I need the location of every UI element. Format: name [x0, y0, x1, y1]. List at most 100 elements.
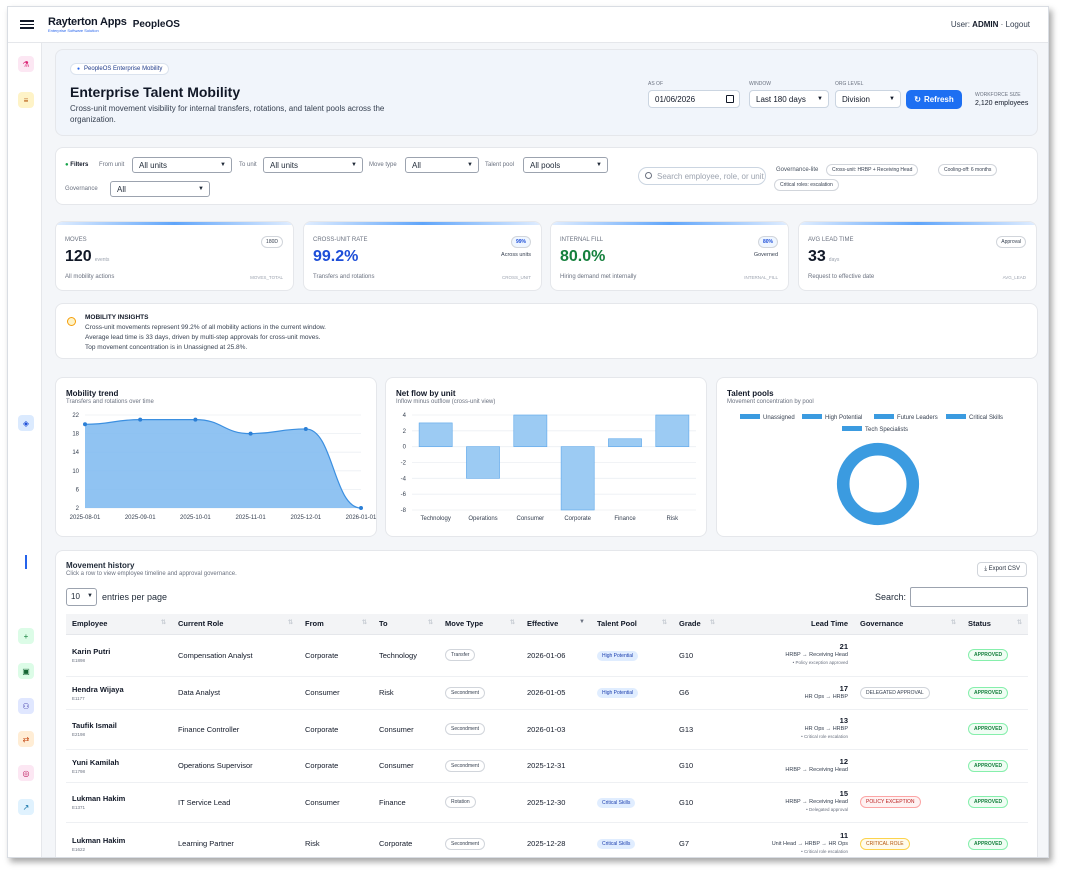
badge-icon[interactable]: ▣	[18, 663, 34, 679]
from-cell: Corporate	[299, 634, 373, 677]
col-from[interactable]: From ⇅	[299, 614, 373, 635]
table-row[interactable]: Karin Putri E1898 Compensation Analyst Corp…	[66, 634, 1028, 677]
legend-swatch	[874, 414, 894, 419]
table-search-input[interactable]	[910, 587, 1028, 607]
approval-note: • Critical role escalation	[801, 734, 848, 739]
grade-cell: G6	[673, 676, 721, 710]
to-cell: Finance	[373, 782, 439, 823]
sidebar: ⚗ ≡ ◈ + ▣ ⚇ ⇄ ◎ ↗	[8, 43, 42, 857]
net-flow-bar[interactable]	[466, 446, 500, 479]
trend-point[interactable]	[248, 431, 253, 436]
share-icon[interactable]: ⇄	[18, 731, 34, 747]
menu-icon[interactable]	[20, 20, 34, 29]
layers-icon[interactable]: ◈	[18, 415, 34, 431]
lightbulb-icon	[67, 317, 76, 326]
net-flow-bar[interactable]	[608, 438, 642, 447]
from-unit-select[interactable]: All units ▼	[132, 157, 232, 173]
y-tick-label: -2	[401, 461, 407, 467]
approval-route: HR Ops → HRBP	[804, 726, 848, 732]
move-type-cell: Rotation	[439, 782, 521, 823]
governance-cell	[854, 749, 962, 783]
target-icon[interactable]: ◎	[18, 765, 34, 781]
brand-logo[interactable]: Rayterton Apps Enterprise Software Solut…	[48, 16, 127, 33]
net-flow-bar[interactable]	[560, 446, 595, 511]
legend-label[interactable]: Critical Skills	[969, 415, 1003, 421]
as-of-date-input[interactable]: 01/06/2026	[648, 90, 740, 108]
org-level-select[interactable]: Division ▼	[835, 90, 901, 108]
net-flow-bar[interactable]	[418, 422, 453, 447]
entries-select[interactable]: 10 ▼	[66, 588, 97, 606]
table-row[interactable]: Lukman Hakim E1622 Learning Partner Risk Cor…	[66, 822, 1028, 857]
window-select[interactable]: Last 180 days ▼	[749, 90, 829, 108]
trend-point[interactable]	[303, 426, 308, 431]
effective-cell: 2026-01-05	[521, 676, 591, 710]
grade-cell: G10	[673, 634, 721, 677]
legend-label[interactable]: Unassigned	[763, 415, 795, 421]
trend-point[interactable]	[83, 422, 87, 427]
col-status[interactable]: Status ⇅	[962, 614, 1028, 635]
table-row[interactable]: Taufik Ismail E2198 Finance Controller Corp…	[66, 709, 1028, 750]
table-row[interactable]: Hendra Wijaya E1177 Data Analyst Consumer Ri…	[66, 676, 1028, 710]
col-talent-pool[interactable]: Talent Pool ⇅	[591, 614, 673, 635]
search-input[interactable]: Search employee, role, or unit	[638, 167, 766, 185]
col-current-role[interactable]: Current Role ⇅	[172, 614, 299, 635]
chart-icon[interactable]: ↗	[18, 799, 34, 815]
filters-panel: ● Filters From unit All units ▼ To unit A…	[55, 147, 1038, 205]
table-row[interactable]: Yuni Kamilah E1798 Operations Supervisor Co…	[66, 749, 1028, 783]
trend-point[interactable]	[193, 417, 198, 422]
table-row[interactable]: Lukman Hakim E1371 IT Service Lead Consumer…	[66, 782, 1028, 823]
trend-point[interactable]	[138, 417, 143, 422]
talent-pool-select[interactable]: All pools ▼	[523, 157, 608, 173]
move-type-select[interactable]: All ▼	[405, 157, 479, 173]
net-flow-bar[interactable]	[513, 414, 548, 447]
to-unit-select[interactable]: All units ▼	[263, 157, 363, 173]
calendar-icon[interactable]	[726, 95, 734, 103]
refresh-button[interactable]: ↻ Refresh	[906, 90, 962, 109]
employee-cell: Karin Putri E1898	[66, 634, 172, 677]
col-lead-time[interactable]: Lead Time	[721, 614, 854, 635]
net-flow-bar[interactable]	[655, 414, 690, 447]
sort-icon: ⇅	[287, 620, 293, 627]
col-to[interactable]: To ⇅	[373, 614, 439, 635]
logout-link[interactable]: Logout	[1005, 20, 1030, 29]
page-header: PeopleOS Enterprise Mobility Enterprise …	[55, 49, 1038, 136]
lead-days: 21	[839, 642, 848, 651]
database-icon[interactable]: ≡	[18, 92, 34, 108]
employee-id: E1898	[72, 658, 86, 663]
module-pill: PeopleOS Enterprise Mobility	[70, 63, 170, 75]
employee-cell: Taufik Ismail E2198	[66, 709, 172, 750]
col-move-type[interactable]: Move Type ⇅	[439, 614, 521, 635]
effective-cell: 2026-01-03	[521, 709, 591, 750]
x-tick-label: 2025-11-01	[235, 515, 266, 521]
col-governance[interactable]: Governance ⇅	[854, 614, 962, 635]
governance-select[interactable]: All ▼	[110, 181, 210, 197]
pool-tag: Critical Skills	[597, 797, 636, 808]
col-grade[interactable]: Grade ⇅	[673, 614, 721, 635]
sort-icon: ⇅	[709, 620, 715, 627]
legend-label[interactable]: High Potential	[825, 415, 862, 421]
governance-cell	[854, 634, 962, 677]
employee-id: E1371	[72, 805, 86, 810]
kpi-badge: 99%	[510, 236, 531, 248]
user-add-icon[interactable]: +	[18, 628, 34, 644]
trend-point[interactable]	[359, 506, 363, 510]
y-tick-label: 2	[403, 429, 407, 435]
x-tick-label: Technology	[420, 516, 450, 522]
donut-ring[interactable]	[836, 442, 920, 526]
kpi-label: CROSS-UNIT RATE	[313, 237, 368, 243]
move-type-tag: Secondment	[445, 686, 486, 699]
legend-swatch	[842, 426, 862, 431]
users-icon[interactable]: ⚇	[18, 698, 34, 714]
export-label: Export CSV	[988, 566, 1020, 572]
move-type-cell: Secondment	[439, 709, 521, 750]
role-cell: Data Analyst	[172, 676, 299, 710]
kpi-value: 99.2%	[313, 248, 359, 265]
legend-label[interactable]: Future Leaders	[897, 415, 938, 421]
flask-icon[interactable]: ⚗	[18, 56, 34, 72]
col-effective[interactable]: Effective ▼	[521, 614, 591, 635]
export-csv-button[interactable]: ⤓ Export CSV	[977, 562, 1027, 577]
status-badge: APPROVED	[968, 649, 1009, 661]
search-placeholder: Search employee, role, or unit	[657, 172, 764, 181]
legend-label[interactable]: Tech Specialists	[865, 427, 908, 433]
col-employee[interactable]: Employee ⇅	[66, 614, 172, 635]
